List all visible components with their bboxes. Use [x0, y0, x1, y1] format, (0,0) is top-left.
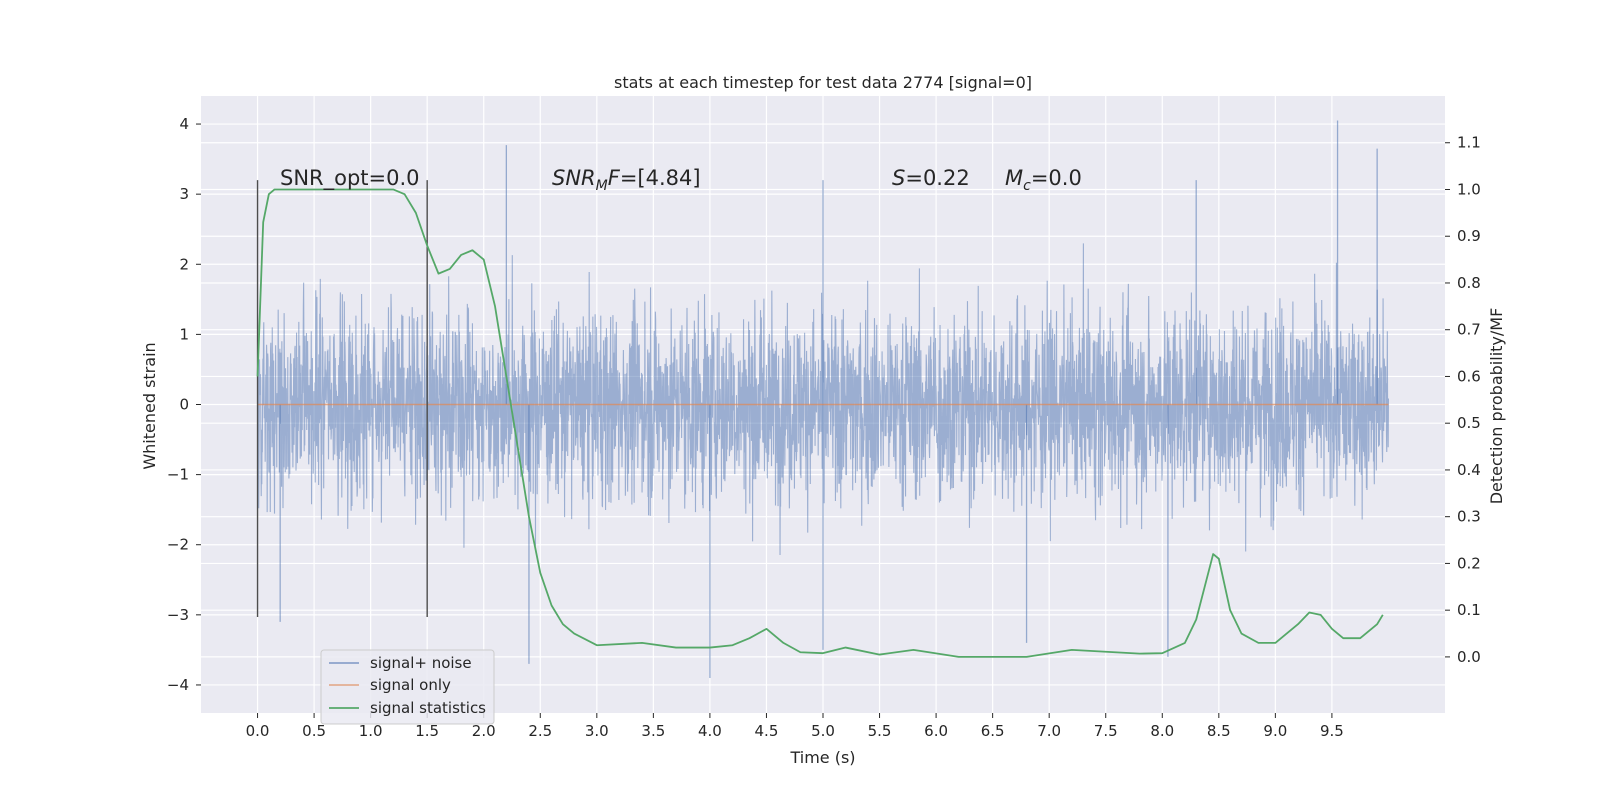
x-tick-label: 3.0: [585, 722, 609, 740]
y2-tick-label: 0.5: [1457, 414, 1481, 432]
annotation-snr-mf-symbol: SNR: [552, 166, 596, 190]
y2-tick-label: 0.0: [1457, 648, 1481, 666]
annotation-snr-opt: SNR_opt=0.0: [280, 166, 420, 191]
x-tick-label: 4.5: [755, 722, 779, 740]
y2-tick-label: 0.7: [1457, 321, 1481, 339]
series-signal-statistics: [256, 188, 1384, 658]
series-signal-noise: [257, 120, 1389, 678]
annotation-mc: Mc=0.0: [1005, 166, 1082, 194]
annotation-mc-value: =0.0: [1031, 166, 1082, 190]
annotation-s-symbol: S: [892, 166, 905, 190]
y2-tick-label: 0.8: [1457, 274, 1481, 292]
annotation-snr-mf: SNRMF=[4.84]: [552, 166, 701, 194]
y-axis-ticks: 4 3 2 1 0 −1 −2 −3 −4: [167, 115, 201, 694]
x-tick-label: 8.0: [1150, 722, 1174, 740]
y-tick-label: −2: [167, 536, 189, 554]
y2-tick-label: 1.0: [1457, 180, 1481, 198]
x-tick-label: 6.0: [924, 722, 948, 740]
y-tick-label: 3: [179, 185, 189, 203]
annotation-mc-symbol: M: [1005, 166, 1023, 190]
x-axis-ticks: 0.0 0.5 1.0 1.5 2.0 2.5 3.0 3.5 4.0 4.5 5.0 5.5 6.0 6…: [246, 713, 1344, 740]
x-tick-label: 4.0: [698, 722, 722, 740]
x-tick-label: 2.0: [472, 722, 496, 740]
y2-tick-label: 1.1: [1457, 134, 1481, 152]
y2-tick-label: 0.1: [1457, 601, 1481, 619]
y2-axis-label: Detection probability/MF: [1487, 308, 1506, 505]
y-tick-label: 0: [179, 396, 189, 414]
annotation-snr-mf-value: =[4.84]: [620, 166, 701, 190]
annotation-snr-mf-subscript: M: [596, 178, 608, 194]
x-tick-label: 2.5: [528, 722, 552, 740]
y-tick-label: 1: [179, 325, 189, 343]
vertical-markers: [256, 180, 428, 617]
legend-box: [320, 649, 495, 725]
legend: signal+ noise signal only signal statist…: [320, 649, 495, 725]
x-tick-label: 5.5: [868, 722, 892, 740]
x-tick-label: 1.5: [415, 722, 439, 740]
y2-tick-label: 0.2: [1457, 554, 1481, 572]
legend-label-signal-statistics: signal statistics: [370, 699, 486, 717]
y-tick-label: −4: [167, 676, 189, 694]
x-tick-label: 3.5: [641, 722, 665, 740]
y2-tick-label: 0.6: [1457, 367, 1481, 385]
annotation-s: S=0.22: [892, 166, 970, 190]
annotation-mc-subscript: c: [1023, 178, 1031, 194]
y-tick-label: 4: [179, 115, 189, 133]
chart-title: stats at each timestep for test data 277…: [614, 73, 1032, 92]
y2-axis-ticks: 1.1 1.0 0.9 0.8 0.7 0.6 0.5 0.4 0.3 0.2 0.1 0.0: [1445, 134, 1481, 666]
x-tick-label: 0.5: [302, 722, 326, 740]
legend-label-signal-noise: signal+ noise: [370, 654, 472, 672]
x-tick-label: 7.0: [1037, 722, 1061, 740]
annotation-s-value: =0.22: [905, 166, 969, 190]
y-tick-label: 2: [179, 255, 189, 273]
y-axis-label: Whitened strain: [140, 342, 159, 469]
y-tick-label: −3: [167, 606, 189, 624]
x-tick-label: 8.5: [1207, 722, 1231, 740]
x-tick-label: 9.0: [1263, 722, 1287, 740]
signal-statistics-line: [256, 188, 1384, 658]
y2-tick-label: 0.9: [1457, 227, 1481, 245]
annotation-snr-mf-f: F: [608, 166, 621, 190]
x-tick-label: 9.5: [1320, 722, 1344, 740]
y-tick-label: −1: [167, 466, 189, 484]
legend-label-signal-only: signal only: [370, 676, 451, 694]
x-tick-label: 6.5: [981, 722, 1005, 740]
x-tick-label: 7.5: [1094, 722, 1118, 740]
x-tick-label: 5.0: [811, 722, 835, 740]
y2-tick-label: 0.3: [1457, 508, 1481, 526]
x-tick-label: 1.0: [359, 722, 383, 740]
y2-tick-label: 0.4: [1457, 461, 1481, 479]
x-tick-label: 0.0: [246, 722, 270, 740]
x-axis-label: Time (s): [789, 748, 855, 767]
